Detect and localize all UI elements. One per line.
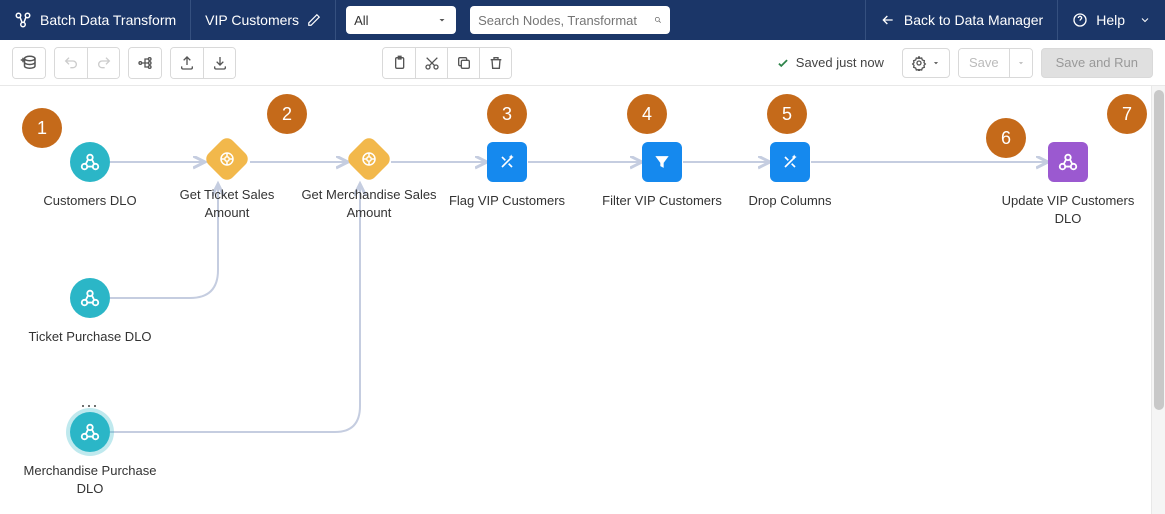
help-button[interactable]: Help [1058,0,1165,40]
cut-button[interactable] [415,48,447,78]
app-brand: Batch Data Transform [0,0,191,40]
save-run-label: Save and Run [1056,55,1138,70]
gear-icon [911,55,927,71]
back-label: Back to Data Manager [904,12,1043,28]
node-label: Update VIP Customers DLO [998,192,1138,227]
node-ticketamt[interactable]: Get Ticket Sales Amount [157,142,297,221]
chevron-down-icon [1016,58,1026,68]
filter-select-value: All [354,13,368,28]
save-caret[interactable] [1009,49,1032,77]
delete-button[interactable] [479,48,511,78]
save-and-run-button[interactable]: Save and Run [1041,48,1153,78]
chevron-down-icon [436,14,448,26]
node-icon[interactable] [487,142,527,182]
node-icon[interactable] [70,278,110,318]
node-label: Get Merchandise Sales Amount [299,186,439,221]
node-more-icon[interactable]: ⋯ [80,396,100,417]
node-ticketdlo[interactable]: Ticket Purchase DLO [20,278,160,346]
node-update[interactable]: Update VIP Customers DLO [998,142,1138,227]
help-label: Help [1096,12,1125,28]
node-flag[interactable]: Flag VIP Customers [437,142,577,210]
toolbar: Saved just now Save Save and Run [0,40,1165,86]
node-drop[interactable]: Drop Columns [720,142,860,210]
node-icon[interactable] [70,142,110,182]
node-filter[interactable]: Filter VIP Customers [592,142,732,210]
node-icon[interactable] [1048,142,1088,182]
arrow-left-icon [880,12,896,28]
add-data-button[interactable] [13,48,45,78]
search-icon [654,13,662,27]
callout-badge-4: 4 [627,94,667,134]
status-text: Saved just now [796,55,884,70]
edit-icon [307,13,321,27]
node-label: Customers DLO [20,192,160,210]
help-icon [1072,12,1088,28]
node-label: Get Ticket Sales Amount [157,186,297,221]
check-icon [776,56,790,70]
node-icon[interactable] [70,412,110,452]
node-label: Ticket Purchase DLO [20,328,160,346]
search-area: All [336,0,866,40]
save-label: Save [959,49,1009,77]
search-input[interactable] [478,13,654,28]
file-tab[interactable]: VIP Customers [191,0,336,40]
chevron-down-icon [1139,14,1151,26]
callout-badge-7: 7 [1107,94,1147,134]
flow-canvas[interactable]: Customers DLOGet Ticket Sales AmountGet … [0,86,1165,514]
node-label: Filter VIP Customers [592,192,732,210]
settings-button[interactable] [902,48,950,78]
save-status: Saved just now [776,55,884,70]
canvas-scrollbar[interactable] [1151,86,1165,514]
app-label: Batch Data Transform [40,12,176,28]
download-button[interactable] [203,48,235,78]
back-button[interactable]: Back to Data Manager [866,0,1058,40]
callout-badge-2: 2 [267,94,307,134]
layout-button[interactable] [129,48,161,78]
search-box[interactable] [470,6,670,34]
redo-button[interactable] [87,48,119,78]
clipboard-button[interactable] [383,48,415,78]
node-icon[interactable] [642,142,682,182]
callout-badge-5: 5 [767,94,807,134]
node-merchamt[interactable]: Get Merchandise Sales Amount [299,142,439,221]
callout-badge-1: 1 [22,108,62,148]
callout-badge-6: 6 [986,118,1026,158]
node-merchdlo[interactable]: Merchandise Purchase DLO [20,412,160,497]
copy-button[interactable] [447,48,479,78]
chevron-down-icon [931,58,941,68]
node-icon[interactable] [203,135,251,183]
recipe-icon [14,11,32,29]
file-label: VIP Customers [205,12,299,28]
node-icon[interactable] [345,135,393,183]
undo-button[interactable] [55,48,87,78]
callout-badge-3: 3 [487,94,527,134]
node-icon[interactable] [770,142,810,182]
scroll-thumb[interactable] [1154,90,1164,410]
save-button[interactable]: Save [958,48,1033,78]
upload-button[interactable] [171,48,203,78]
node-label: Drop Columns [720,192,860,210]
node-label: Flag VIP Customers [437,192,577,210]
node-customers[interactable]: Customers DLO [20,142,160,210]
filter-select[interactable]: All [346,6,456,34]
node-label: Merchandise Purchase DLO [20,462,160,497]
